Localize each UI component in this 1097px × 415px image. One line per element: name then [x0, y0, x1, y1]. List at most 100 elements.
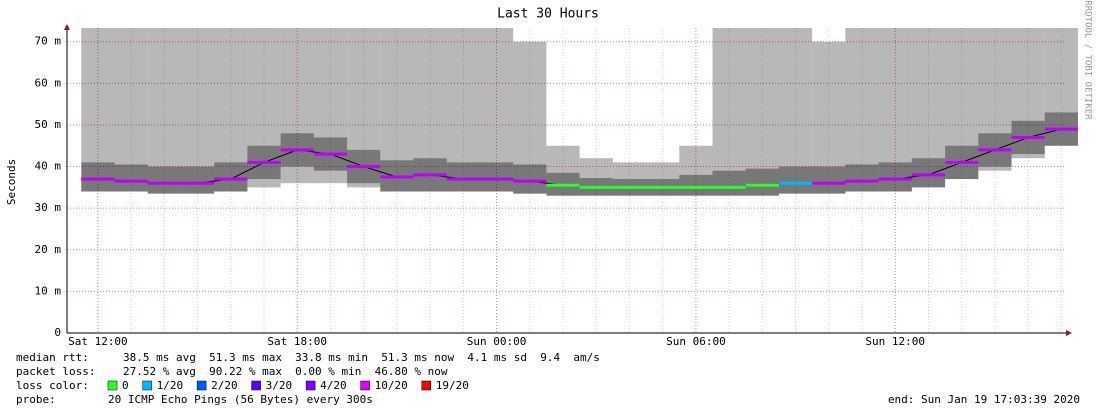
probe-label: probe: [16, 393, 56, 406]
median-point [911, 173, 946, 177]
legend-swatch [251, 380, 261, 391]
median-point [114, 179, 148, 183]
median-point [446, 177, 480, 181]
smoke [180, 28, 215, 194]
legend-label: 10/20 [375, 379, 408, 392]
legend-swatch [421, 380, 431, 391]
stats-text: 27.52 % avg 90.22 % max 0.00 % min 46.80… [123, 365, 448, 378]
median-point [845, 179, 879, 183]
probe-text: 20 ICMP Echo Pings (56 Bytes) every 300s [108, 393, 373, 406]
smoke [778, 28, 813, 194]
smoke [612, 162, 647, 196]
smoke [147, 28, 181, 194]
median-point [81, 177, 115, 181]
stats-label: median rtt: [16, 351, 89, 364]
smoke [479, 28, 514, 192]
legend-label: 4/20 [320, 379, 347, 392]
smoke [911, 28, 946, 188]
median-point [878, 177, 912, 181]
smoke [978, 28, 1012, 171]
legend-swatch [305, 380, 316, 391]
smoke [845, 28, 879, 192]
legend-label: 3/20 [266, 379, 293, 392]
smoke-core [911, 158, 946, 188]
smoke [646, 162, 680, 196]
loss-title: loss color: [16, 379, 89, 392]
side-text: RRDTOOL / TOBI OETIKER [1083, 0, 1093, 120]
median-point [712, 185, 746, 189]
median-point [413, 173, 447, 177]
y-arrow [64, 24, 70, 30]
smoke [81, 28, 115, 192]
median-point [745, 183, 779, 187]
smoke [347, 28, 381, 188]
median-point [214, 177, 248, 181]
y-tick-label: 50 m [35, 118, 62, 131]
x-arrow [1066, 330, 1072, 336]
median-point [679, 185, 713, 189]
smoke [745, 28, 779, 196]
y-tick-label: 30 m [35, 201, 62, 214]
x-tick-label: Sun 00:00 [467, 335, 527, 348]
stats-label: packet loss: [16, 365, 95, 378]
median-point [513, 179, 547, 183]
legend-label: 0 [122, 379, 129, 392]
median-point [945, 160, 979, 164]
legend-label: 19/20 [436, 379, 469, 392]
smoke [446, 28, 480, 192]
median-point [1044, 127, 1078, 131]
smoke-core [180, 166, 215, 194]
legend-label: 2/20 [211, 379, 238, 392]
smoke-core [679, 174, 713, 196]
y-tick-label: 60 m [35, 76, 62, 89]
median-point [1011, 135, 1045, 139]
legend-swatch [360, 380, 370, 391]
smoke [513, 41, 547, 194]
smoke-core [114, 164, 148, 192]
y-tick-label: 0 [54, 326, 61, 339]
median-point [579, 185, 613, 189]
smoke-core [778, 166, 813, 194]
y-axis-label: Seconds [5, 159, 18, 205]
stats-text: 38.5 ms avg 51.3 ms max 33.8 ms min 51.3… [123, 351, 600, 364]
median-point [380, 175, 414, 179]
smoke [546, 145, 580, 196]
median-point [479, 177, 514, 181]
median-point [180, 181, 215, 185]
smoke-core [513, 164, 547, 194]
smoke-core [214, 162, 248, 192]
median-point [646, 185, 680, 189]
smoke-core [812, 166, 846, 194]
median-point [546, 183, 580, 187]
smoke [945, 28, 979, 180]
smoke [280, 28, 314, 184]
smoke-core [745, 168, 779, 196]
smoke [114, 28, 148, 192]
smoke [579, 158, 613, 196]
chart-title: Last 30 Hours [497, 7, 599, 22]
legend-swatch [107, 380, 118, 391]
smoke-core [446, 162, 480, 192]
median-point [778, 181, 813, 185]
smoke [812, 41, 846, 194]
smoke [313, 28, 348, 184]
median-point [612, 185, 647, 189]
smoke [1044, 28, 1078, 146]
y-tick-label: 70 m [35, 35, 62, 48]
smoke [413, 28, 447, 192]
smoke-core [479, 162, 514, 192]
smoke-core [878, 162, 912, 192]
smoke-core [147, 166, 181, 194]
legend-swatch [196, 380, 207, 391]
smoke [247, 28, 281, 188]
x-tick-label: Sat 12:00 [68, 335, 128, 348]
median-point [313, 152, 348, 156]
y-tick-label: 40 m [35, 160, 62, 173]
legend-swatch [142, 380, 152, 391]
smoke-core [712, 170, 746, 196]
x-tick-label: Sat 18:00 [267, 335, 327, 348]
median-point [247, 160, 281, 164]
x-tick-label: Sun 06:00 [666, 335, 726, 348]
